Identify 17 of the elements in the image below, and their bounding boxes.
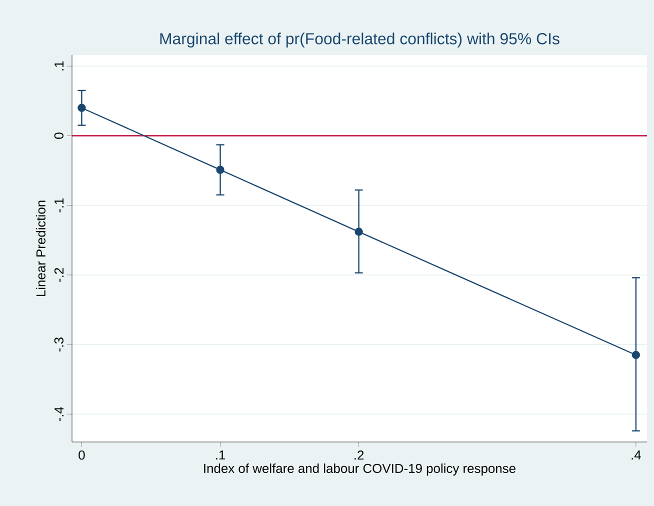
x-axis-title: Index of welfare and labour COVID-19 policy response — [204, 464, 516, 476]
point — [78, 104, 86, 112]
y-tick-label: .1 — [54, 61, 64, 70]
x-tick-label: .1 — [216, 450, 226, 460]
point — [354, 228, 363, 236]
y-axis-title: Linear Prediction — [36, 200, 46, 296]
point — [216, 166, 224, 174]
y-tick-label: 0 — [54, 132, 64, 139]
x-tick-label: .2 — [354, 450, 364, 460]
y-tick-label: -.4 — [54, 406, 64, 422]
x-tick-label: 0 — [78, 450, 85, 460]
chart-title: Marginal effect of pr(Food-related conflicts) with 95% CIs — [160, 32, 560, 48]
x-tick-label: .4 — [632, 450, 641, 460]
y-tick-label: -.2 — [54, 268, 64, 282]
point — [632, 350, 640, 360]
y-tick-label: -.3 — [54, 338, 64, 352]
y-tick-label: -.1 — [54, 198, 64, 212]
